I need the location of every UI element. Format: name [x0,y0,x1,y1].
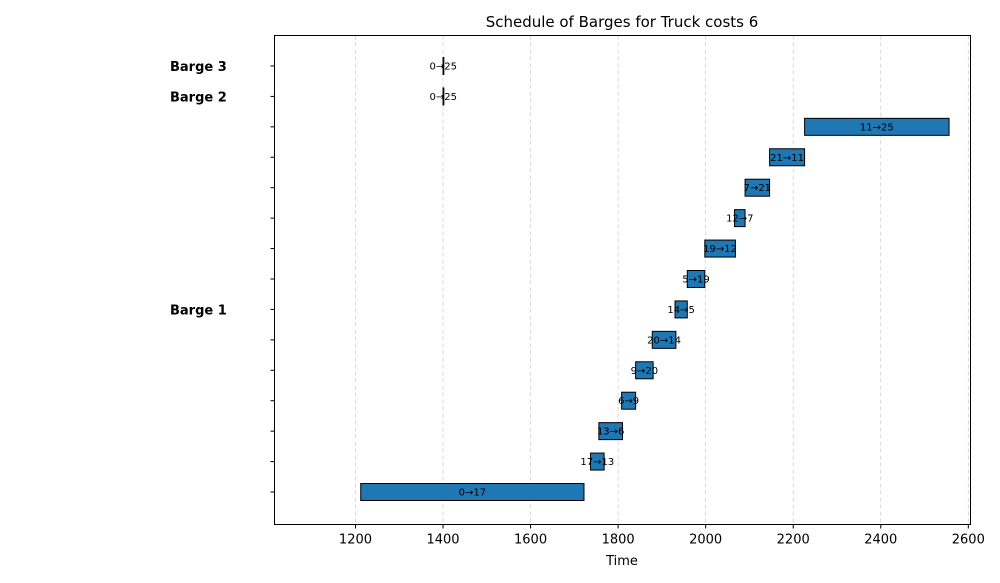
task-bar [674,300,688,319]
task-bar [635,361,654,380]
task-bar [686,269,706,288]
group-labels: Barge 3 Barge 2 Barge 1 [170,60,227,318]
bars: 0→17 17→13 13→6 6→9 9→20 20→14 14→5 5→19 19→12 12… [360,56,950,501]
task-bar-label: 12→7 [726,214,753,225]
task-bar-label: 6→9 [618,396,639,407]
x-tick-label: 1400 [426,533,459,548]
x-tick-label: 2200 [777,533,810,548]
task-bar [360,483,585,501]
task-bar-label: 21→11 [770,153,804,164]
task-bar-label: 7→21 [744,183,771,194]
x-tick-label: 2400 [864,533,897,548]
task-bar-label: 5→19 [682,274,709,285]
barge-label: Barge 3 [170,60,227,75]
grid-lines [355,35,969,525]
task-bar-label: 0→25 [430,92,457,103]
task-bar [734,209,746,228]
task-bar [442,56,445,75]
task-bar [590,452,605,471]
barge-label: Barge 1 [170,303,227,318]
x-axis-ticks: 1200 1400 1600 1800 2000 2200 2400 2600 [339,524,985,548]
task-bar-label: 0→25 [430,61,457,72]
task-bar [621,391,637,410]
x-axis-label: Time [605,554,638,569]
x-tick-label: 2600 [952,533,985,548]
task-bar [744,178,771,197]
x-tick-label: 1800 [602,533,635,548]
task-bar-label: 11→25 [860,122,894,133]
y-axis-ticks [270,65,275,493]
plot-frame [274,35,971,525]
task-bar-label: 13→6 [597,427,624,438]
task-bar [704,239,736,258]
task-bar [769,148,806,167]
task-bar [598,422,623,441]
task-bar [651,330,677,349]
x-tick-label: 1600 [514,533,547,548]
task-bar-label: 17→13 [580,457,614,468]
task-bar-label: 0→17 [459,488,486,499]
x-tick-label: 1200 [339,533,372,548]
task-bar-label: 20→14 [647,335,681,346]
task-bar [442,87,445,106]
task-bar [804,117,950,136]
chart-title: Schedule of Barges for Truck costs 6 [486,13,759,31]
task-bar-label: 19→12 [703,244,737,255]
x-tick-label: 2000 [689,533,722,548]
barge-label: Barge 2 [170,90,227,105]
task-bar-label: 14→5 [667,305,694,316]
task-bar-label: 9→20 [631,366,658,377]
